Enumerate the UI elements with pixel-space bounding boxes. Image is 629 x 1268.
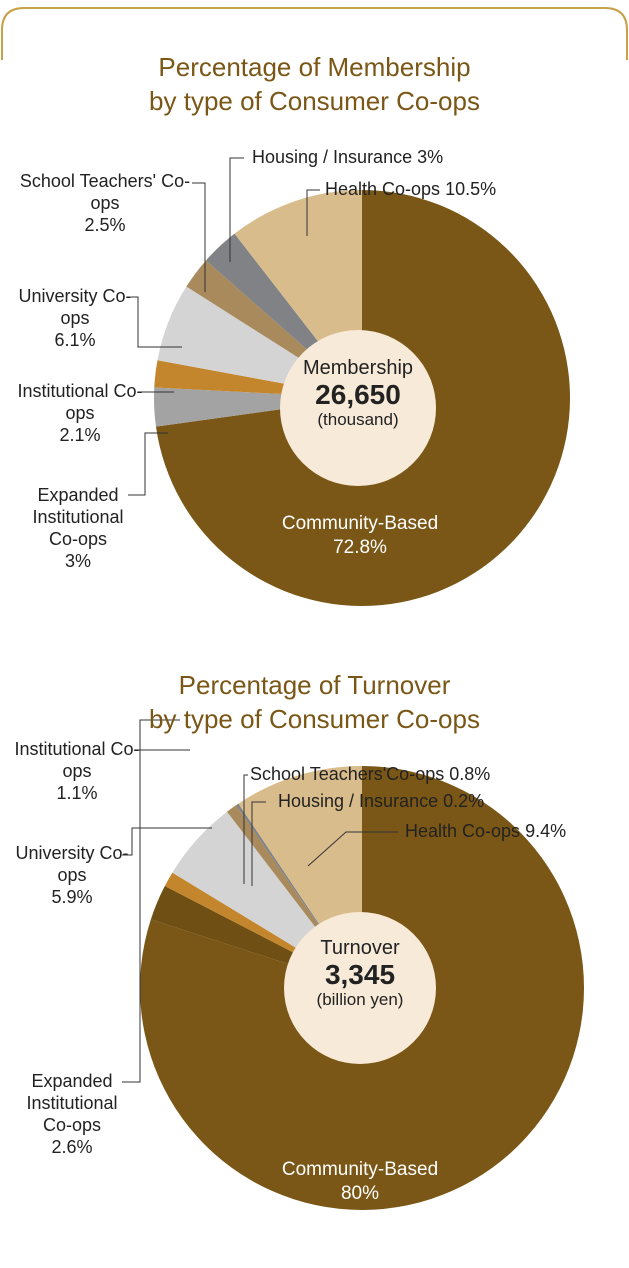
center-circle bbox=[280, 330, 436, 486]
chart-title: Percentage of Membership by type of Consu… bbox=[0, 50, 629, 118]
slice-label: Housing / Insurance 3% bbox=[252, 146, 443, 168]
category-name: School Teachers'Co-ops bbox=[250, 764, 445, 784]
category-name: University Co-ops bbox=[18, 286, 132, 328]
category-name: Expanded Institutional Co-ops bbox=[32, 485, 124, 549]
category-name: Housing / Insurance bbox=[252, 147, 413, 167]
value-label: 6.1% bbox=[54, 330, 96, 350]
leader-line bbox=[122, 719, 180, 1083]
title-line: by type of Consumer Co-ops bbox=[149, 86, 480, 116]
leader-line bbox=[192, 182, 206, 292]
center-value: 26,650 bbox=[315, 379, 401, 410]
value-label: 9.4% bbox=[525, 821, 567, 841]
category-name: Community-Based bbox=[281, 513, 439, 534]
slice-label: Community-Based 80% bbox=[250, 1158, 470, 1206]
value-label: 5.9% bbox=[51, 887, 93, 907]
slice-label: School Teachers' Co-ops 2.5% bbox=[15, 170, 195, 236]
leader-line bbox=[122, 827, 212, 856]
center-unit: (thousand) bbox=[317, 410, 399, 429]
category-name: University Co-ops bbox=[15, 843, 129, 885]
value-label: 3% bbox=[417, 147, 444, 167]
value-label: 3% bbox=[64, 551, 91, 571]
center-label: Membership bbox=[302, 357, 414, 379]
category-name: Expanded Institutional Co-ops bbox=[26, 1071, 118, 1135]
value-label: 1.1% bbox=[56, 783, 98, 803]
slice-label: Expanded Institutional Co-ops 3% bbox=[18, 484, 138, 572]
category-name: Housing / Insurance bbox=[278, 791, 439, 811]
value-label: 80% bbox=[340, 1183, 380, 1204]
center-unit: (billion yen) bbox=[316, 990, 404, 1009]
slice-label: University Co-ops 6.1% bbox=[15, 285, 135, 351]
slice-label: Expanded Institutional Co-ops 2.6% bbox=[12, 1070, 132, 1158]
leader-line bbox=[128, 432, 168, 496]
leader-line bbox=[131, 296, 182, 348]
slice-label: School Teachers'Co-ops 0.8% bbox=[250, 763, 490, 785]
card-border bbox=[1, 7, 628, 60]
leader-line bbox=[307, 831, 398, 867]
leader-line bbox=[243, 774, 248, 884]
center-value: 3,345 bbox=[324, 959, 396, 990]
leader-line bbox=[251, 801, 266, 886]
title-line: Percentage of Turnover bbox=[178, 670, 451, 700]
center-text: Turnover 3,345 (billion yen) bbox=[280, 936, 440, 1010]
slice-label: Institutional Co-ops 1.1% bbox=[12, 738, 142, 804]
category-name: Institutional Co-ops bbox=[14, 739, 140, 781]
value-label: 0.8% bbox=[449, 764, 491, 784]
title-line: by type of Consumer Co-ops bbox=[149, 704, 480, 734]
value-label: 2.6% bbox=[51, 1137, 93, 1157]
category-name: Health Co-ops bbox=[325, 179, 441, 199]
slice-label: Health Co-ops 9.4% bbox=[405, 820, 566, 842]
leader-line bbox=[306, 189, 320, 236]
slice-label: Housing / Insurance 0.2% bbox=[278, 790, 484, 812]
title-line: Percentage of Membership bbox=[158, 52, 471, 82]
slice-label: University Co-ops 5.9% bbox=[12, 842, 132, 908]
category-name: Health Co-ops bbox=[405, 821, 521, 841]
value-label: 10.5% bbox=[445, 179, 497, 199]
category-name: School Teachers' Co-ops bbox=[19, 171, 191, 213]
category-name: Institutional Co-ops bbox=[17, 381, 143, 423]
chart-title: Percentage of Turnover by type of Consume… bbox=[0, 668, 629, 736]
value-label: 2.1% bbox=[59, 425, 101, 445]
slice-label: Health Co-ops 10.5% bbox=[325, 178, 496, 200]
slice-label: Institutional Co-ops 2.1% bbox=[15, 380, 145, 446]
value-label: 0.2% bbox=[443, 791, 485, 811]
center-circle bbox=[284, 912, 436, 1064]
value-label: 72.8% bbox=[333, 537, 387, 558]
slice-label: Community-Based 72.8% bbox=[250, 512, 470, 560]
center-text: Membership 26,650 (thousand) bbox=[278, 356, 438, 430]
category-name: Community-Based bbox=[281, 1159, 439, 1180]
value-label: 2.5% bbox=[84, 215, 126, 235]
leader-line bbox=[229, 157, 244, 262]
center-label: Turnover bbox=[320, 937, 400, 959]
